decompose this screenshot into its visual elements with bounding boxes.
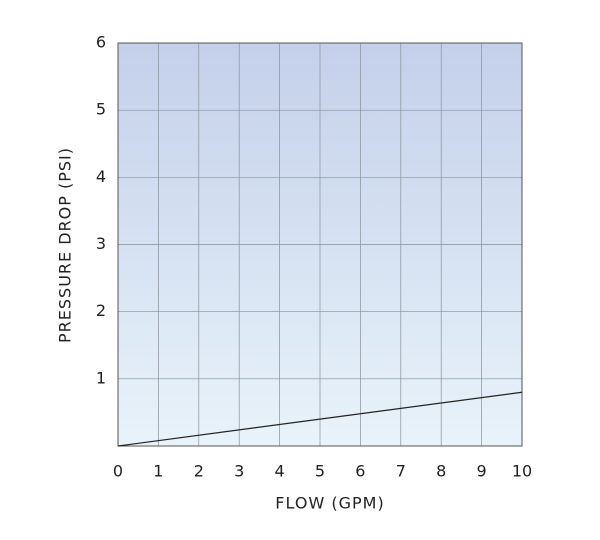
x-tick-label: 8 [436,462,446,481]
x-tick-label: 10 [512,462,532,481]
y-tick-label: 1 [96,368,106,387]
x-tick-label: 7 [396,462,406,481]
data-line [117,391,523,447]
x-axis-label: FLOW (GPM) [275,494,384,513]
x-tick-label: 5 [315,462,325,481]
y-tick-label: 3 [96,234,106,253]
x-tick-label: 1 [153,462,163,481]
y-axis-label: PRESSURE DROP (PSI) [56,147,75,343]
y-tick-label: 4 [96,167,106,186]
plot-border [117,42,523,447]
x-tick-label: 0 [113,462,123,481]
y-tick-label: 5 [96,100,106,119]
x-tick-label: 4 [275,462,285,481]
x-tick-label: 2 [194,462,204,481]
x-tick-label: 9 [477,462,487,481]
x-tick-label: 6 [355,462,365,481]
y-tick-label: 2 [96,301,106,320]
x-tick-label: 3 [234,462,244,481]
y-tick-label: 6 [96,33,106,52]
